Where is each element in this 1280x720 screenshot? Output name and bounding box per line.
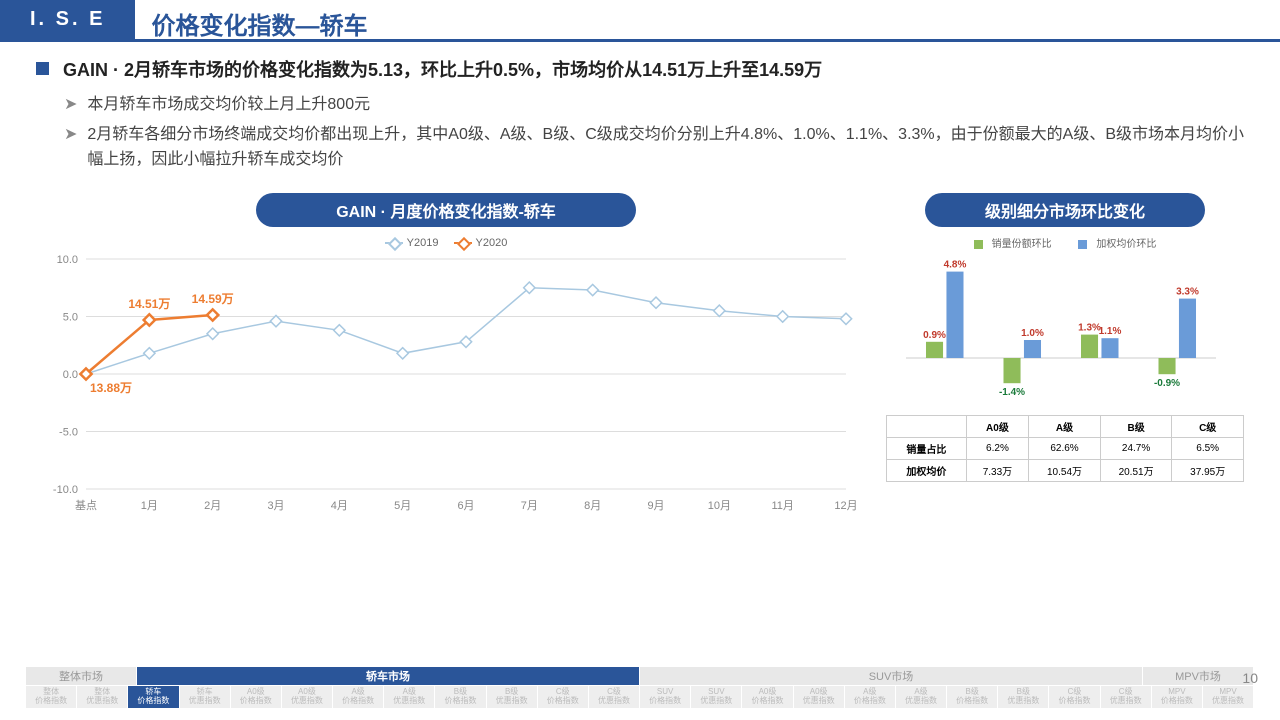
svg-text:基点: 基点 bbox=[75, 499, 97, 512]
svg-text:4月: 4月 bbox=[331, 500, 348, 512]
bar-chart: 0.9% 4.8% -1.4% 1.0% 1.3%1.1% -0.9% 3.3% bbox=[886, 254, 1226, 404]
nav-bottom-item[interactable]: C级 优惠指数 bbox=[589, 686, 639, 708]
nav-bottom-item[interactable]: 轿车 价格指数 bbox=[128, 686, 178, 708]
svg-text:-5.0: -5.0 bbox=[59, 426, 78, 438]
logo: I. S. E bbox=[0, 0, 135, 39]
nav-bottom-item[interactable]: 整体 价格指数 bbox=[26, 686, 76, 708]
bullet-square-icon bbox=[36, 62, 49, 75]
nav-bottom-item[interactable]: C级 价格指数 bbox=[1049, 686, 1099, 708]
nav-bottom-item[interactable]: SUV 优惠指数 bbox=[691, 686, 741, 708]
main-bullet: GAIN · 2月轿车市场的价格变化指数为5.13，环比上升0.5%，市场均价从… bbox=[36, 56, 1244, 82]
nav-bottom-item[interactable]: MPV 价格指数 bbox=[1152, 686, 1202, 708]
svg-text:-0.9%: -0.9% bbox=[1154, 378, 1180, 389]
svg-text:5.0: 5.0 bbox=[63, 311, 78, 323]
svg-text:0.9%: 0.9% bbox=[923, 330, 946, 341]
svg-text:-10.0: -10.0 bbox=[53, 484, 78, 496]
sub-bullet: ➤ 2月轿车各细分市场终端成交均价都出现上升，其中A0级、A级、B级、C级成交均价… bbox=[64, 122, 1244, 173]
chevron-icon: ➤ bbox=[64, 92, 77, 118]
line-chart: -10.0 -5.0 0.0 5.0 10.0 基点 1月 2月 3月 4月 5月 6月 7月 8月 9月 1… bbox=[36, 249, 856, 519]
svg-text:8月: 8月 bbox=[584, 500, 601, 512]
nav-bottom-item[interactable]: A0级 价格指数 bbox=[231, 686, 281, 708]
svg-text:0.0: 0.0 bbox=[63, 369, 78, 381]
svg-text:12月: 12月 bbox=[834, 500, 856, 512]
legend-y2020: Y2020 bbox=[476, 237, 508, 249]
page-number: 10 bbox=[1242, 670, 1258, 686]
svg-text:9月: 9月 bbox=[647, 500, 664, 512]
nav-bottom-item[interactable]: C级 优惠指数 bbox=[1101, 686, 1151, 708]
nav-bottom-item[interactable]: B级 价格指数 bbox=[947, 686, 997, 708]
svg-text:4.8%: 4.8% bbox=[944, 259, 967, 270]
svg-text:1.0%: 1.0% bbox=[1021, 328, 1044, 339]
nav-bottom-item[interactable]: A级 优惠指数 bbox=[896, 686, 946, 708]
nav-bottom-item[interactable]: A级 价格指数 bbox=[333, 686, 383, 708]
bar-chart-legend: 销量份额环比 加权均价环比 bbox=[886, 235, 1244, 250]
legend-price: 加权均价环比 bbox=[1096, 239, 1156, 250]
nav-bottom-item[interactable]: C级 价格指数 bbox=[538, 686, 588, 708]
nav-bottom-item[interactable]: A级 价格指数 bbox=[845, 686, 895, 708]
svg-text:2月: 2月 bbox=[204, 500, 221, 512]
svg-text:1月: 1月 bbox=[141, 500, 158, 512]
sub-bullet: ➤ 本月轿车市场成交均价较上月上升800元 bbox=[64, 92, 1244, 118]
svg-text:10.0: 10.0 bbox=[57, 254, 78, 266]
nav-top-item[interactable]: 轿车市场 bbox=[137, 667, 639, 685]
footer-nav: 整体市场轿车市场SUV市场MPV市场 整体 价格指数整体 优惠指数轿车 价格指数… bbox=[26, 667, 1254, 708]
svg-text:1.1%: 1.1% bbox=[1099, 326, 1122, 337]
nav-top-item[interactable]: MPV市场 bbox=[1143, 667, 1253, 685]
nav-bottom-item[interactable]: B级 优惠指数 bbox=[487, 686, 537, 708]
nav-bottom-item[interactable]: A级 优惠指数 bbox=[384, 686, 434, 708]
nav-bottom-item[interactable]: A0级 优惠指数 bbox=[794, 686, 844, 708]
svg-text:3.3%: 3.3% bbox=[1176, 286, 1199, 297]
svg-text:10月: 10月 bbox=[708, 500, 731, 512]
svg-text:3月: 3月 bbox=[267, 500, 284, 512]
nav-bottom-item[interactable]: 轿车 优惠指数 bbox=[180, 686, 230, 708]
chevron-icon: ➤ bbox=[64, 122, 77, 148]
nav-bottom-item[interactable]: A0级 价格指数 bbox=[742, 686, 792, 708]
svg-text:11月: 11月 bbox=[771, 500, 793, 512]
nav-bottom-item[interactable]: 整体 优惠指数 bbox=[77, 686, 127, 708]
nav-bottom-item[interactable]: MPV 优惠指数 bbox=[1203, 686, 1253, 708]
header: I. S. E 价格变化指数—轿车 bbox=[0, 0, 1280, 42]
segment-table: A0级A级B级C级销量占比6.2%62.6%24.7%6.5%加权均价7.33万… bbox=[886, 415, 1244, 482]
legend-share: 销量份额环比 bbox=[992, 239, 1052, 250]
nav-bottom-item[interactable]: A0级 优惠指数 bbox=[282, 686, 332, 708]
nav-bottom-item[interactable]: B级 价格指数 bbox=[435, 686, 485, 708]
page-title: 价格变化指数—轿车 bbox=[135, 0, 383, 39]
svg-text:6月: 6月 bbox=[457, 500, 474, 512]
bar-chart-title: 级别细分市场环比变化 bbox=[925, 193, 1205, 227]
sub-bullet-text: 2月轿车各细分市场终端成交均价都出现上升，其中A0级、A级、B级、C级成交均价分… bbox=[87, 122, 1244, 173]
svg-text:-1.4%: -1.4% bbox=[999, 387, 1025, 398]
svg-text:14.59万: 14.59万 bbox=[192, 292, 234, 306]
svg-text:14.51万: 14.51万 bbox=[128, 297, 170, 311]
line-chart-legend: Y2019 Y2020 bbox=[36, 235, 856, 249]
line-chart-title: GAIN · 月度价格变化指数-轿车 bbox=[256, 193, 636, 227]
nav-top-item[interactable]: SUV市场 bbox=[640, 667, 1142, 685]
nav-bottom-item[interactable]: SUV 价格指数 bbox=[640, 686, 690, 708]
sub-bullet-text: 本月轿车市场成交均价较上月上升800元 bbox=[87, 92, 370, 118]
legend-y2019: Y2019 bbox=[407, 237, 439, 249]
nav-top-item[interactable]: 整体市场 bbox=[26, 667, 136, 685]
svg-text:5月: 5月 bbox=[394, 500, 411, 512]
svg-text:7月: 7月 bbox=[521, 500, 538, 512]
svg-text:13.88万: 13.88万 bbox=[90, 381, 132, 395]
svg-text:1.3%: 1.3% bbox=[1078, 322, 1101, 333]
nav-bottom-item[interactable]: B级 优惠指数 bbox=[998, 686, 1048, 708]
main-bullet-text: GAIN · 2月轿车市场的价格变化指数为5.13，环比上升0.5%，市场均价从… bbox=[63, 56, 822, 82]
